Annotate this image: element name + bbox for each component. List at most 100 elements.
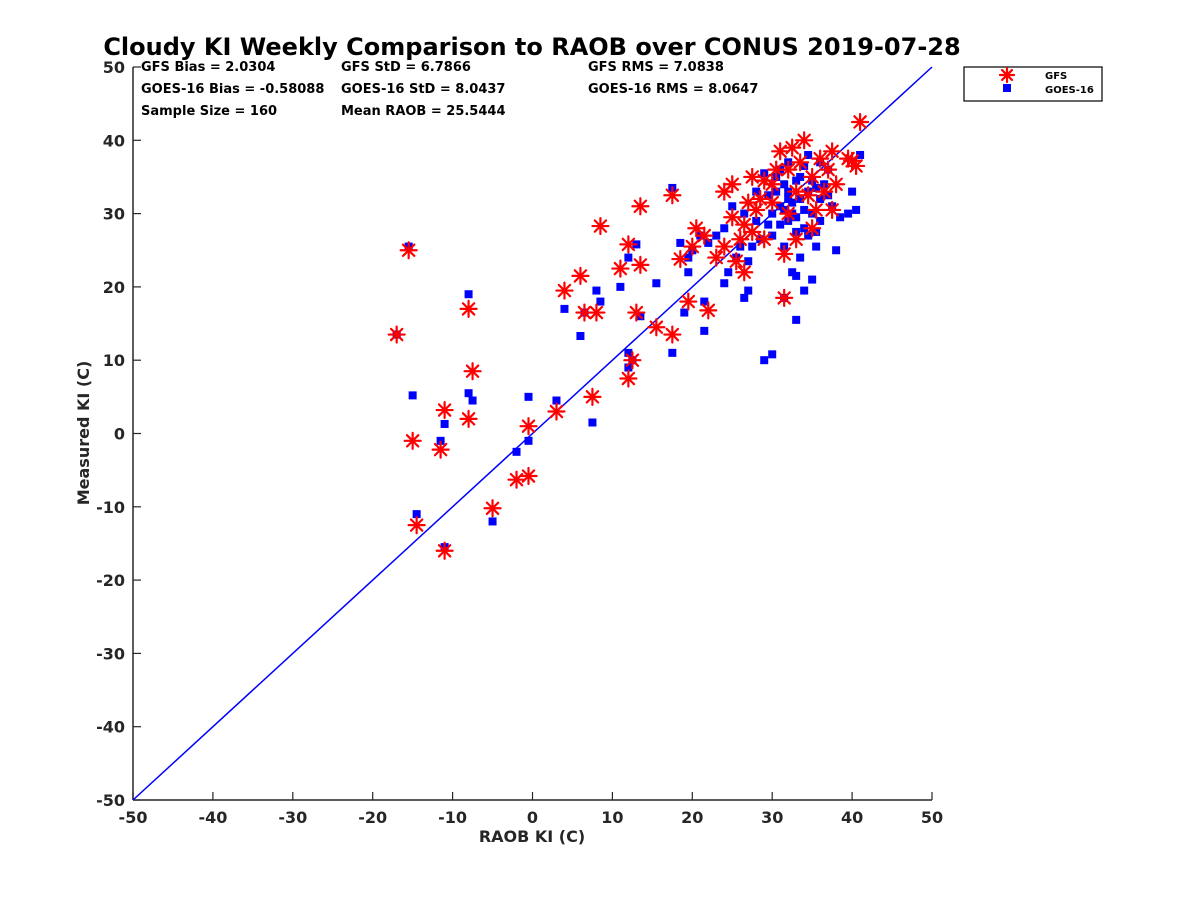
gfs-point [403, 431, 422, 450]
gfs-point [799, 186, 818, 205]
legend: GFS GOES-16 [963, 66, 1103, 102]
goes16-point [408, 391, 417, 400]
gfs-point [435, 541, 454, 560]
goes16-point [800, 286, 809, 295]
x-tick-label: 40 [841, 808, 863, 827]
goes16-point [748, 242, 757, 251]
y-tick-label: -10 [96, 498, 125, 517]
gfs-point [767, 160, 786, 179]
x-ticks: -50 -40 -30 -20 -10 0 10 20 30 40 50 [119, 792, 943, 827]
goes16-point [512, 447, 521, 456]
goes16-point [768, 231, 777, 240]
y-tick-label: 50 [103, 58, 125, 77]
goes16-point [752, 216, 761, 225]
goes16-point [488, 517, 497, 526]
gfs-point [763, 175, 782, 194]
gfs-point [463, 362, 482, 381]
stat-goes-bias: GOES-16 Bias = -0.58088 [141, 82, 324, 97]
x-tick-label: -20 [358, 808, 387, 827]
goes16-point [776, 220, 785, 229]
goes16-point [684, 268, 693, 277]
stat-gfs-bias: GFS Bias = 2.0304 [141, 60, 275, 75]
gfs-point [787, 230, 806, 249]
gfs-point [803, 167, 822, 187]
gfs-point [827, 175, 846, 194]
goes16-point [764, 220, 773, 229]
goes16-point [796, 253, 805, 262]
goes16-point [728, 202, 737, 211]
gfs-point [631, 255, 650, 275]
goes16-point [804, 150, 813, 159]
gfs-point [431, 440, 450, 459]
goes16-point [764, 191, 773, 200]
goes16-point [576, 332, 585, 341]
goes16-point [596, 297, 605, 306]
x-tick-label: 30 [761, 808, 783, 827]
gfs-point [783, 138, 802, 157]
gfs-point [811, 149, 830, 168]
goes16-point [652, 279, 661, 288]
goes16-point [804, 231, 813, 240]
y-tick-label: -20 [96, 571, 125, 590]
gfs-point [631, 197, 650, 216]
goes16-point [772, 187, 781, 196]
y-tick-label: -40 [96, 718, 125, 737]
gfs-point [815, 182, 834, 201]
goes16-point [740, 293, 749, 302]
gfs-point [735, 215, 754, 234]
y-tick-label: -50 [96, 791, 125, 810]
gfs-point [795, 131, 814, 150]
gfs-point [823, 142, 842, 161]
goes16-point [592, 286, 601, 295]
gfs-point [679, 292, 698, 311]
gfs-point [791, 153, 810, 172]
gfs-point [459, 409, 478, 428]
gfs-point [507, 470, 526, 489]
legend-gfs-label: GFS [1045, 71, 1067, 82]
goes16-point [552, 396, 561, 405]
x-axis-label: RAOB KI (C) [479, 827, 585, 846]
stat-mean-raob: Mean RAOB = 25.5444 [341, 104, 506, 119]
goes16-point [560, 304, 569, 313]
chart-title: Cloudy KI Weekly Comparison to RAOB over… [103, 33, 960, 61]
gfs-point [755, 230, 774, 249]
goes16-point [780, 180, 789, 189]
gfs-point [715, 237, 734, 256]
goes16-point [808, 275, 817, 284]
goes16-point [744, 257, 753, 266]
goes16-point [836, 213, 845, 222]
stat-gfs-std: GFS StD = 6.7866 [341, 60, 471, 75]
goes16-point [412, 510, 421, 519]
goes16-point [856, 150, 865, 159]
y-tick-label: 10 [103, 351, 125, 370]
goes16-point [848, 187, 857, 196]
gfs-point [663, 186, 682, 205]
goes16-point [796, 194, 805, 203]
stat-goes-rms: GOES-16 RMS = 8.0647 [588, 82, 758, 97]
goes16-point [524, 392, 533, 401]
goes16-point [812, 242, 821, 251]
x-tick-label: 10 [601, 808, 623, 827]
gfs-point [683, 237, 702, 256]
goes16-point [712, 231, 721, 240]
goes16-point [680, 308, 689, 317]
gfs-series [387, 112, 870, 560]
gfs-point [763, 193, 782, 212]
gfs-point [399, 241, 418, 260]
goes16-point [676, 238, 685, 247]
goes16-point [588, 418, 597, 427]
gfs-point [699, 301, 718, 320]
x-tick-label: -10 [438, 808, 467, 827]
goes16-point [844, 209, 853, 218]
goes16-point [852, 205, 861, 214]
gfs-point [819, 160, 838, 179]
gfs-point [779, 160, 798, 179]
gfs-point [647, 318, 666, 337]
legend-goes16-label: GOES-16 [1045, 85, 1094, 96]
goes16-point [440, 419, 449, 428]
goes16-point [784, 194, 793, 203]
gfs-point [850, 112, 870, 132]
goes16-point [720, 224, 729, 233]
goes16-point [668, 348, 677, 357]
